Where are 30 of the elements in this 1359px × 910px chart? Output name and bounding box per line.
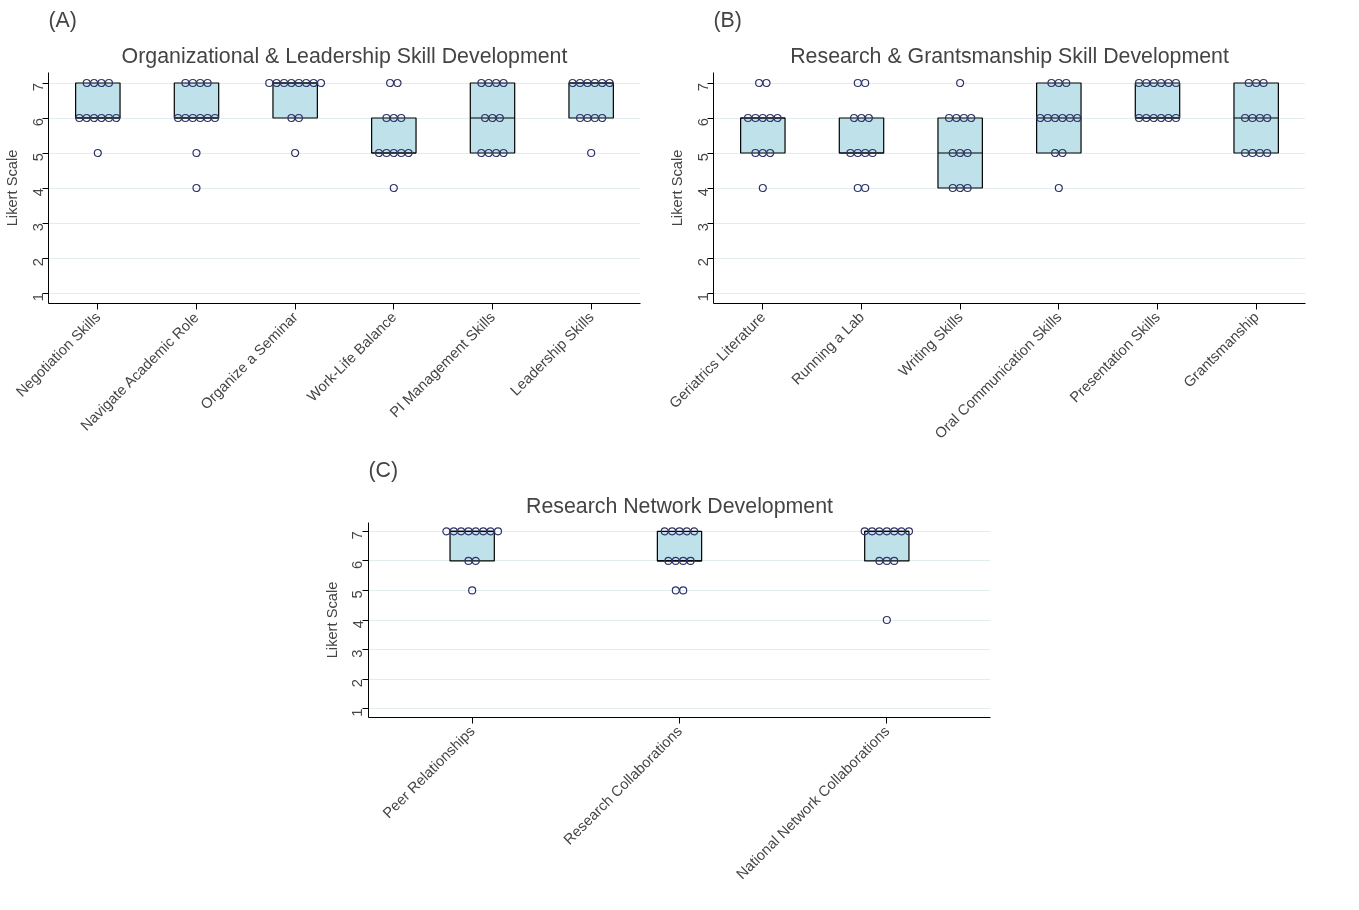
text: (A) [48, 7, 77, 32]
y-tick-label: 3 [349, 649, 366, 658]
y-tick-label: 1 [694, 292, 711, 302]
y-tick-label: 4 [349, 619, 366, 629]
y-axis-title: Likert Scale [668, 149, 685, 227]
y-tick-label: 6 [29, 117, 46, 127]
text: (B) [713, 7, 742, 32]
y-tick-label: 6 [694, 117, 711, 127]
text: (C) [368, 457, 399, 482]
y-tick-label: 5 [694, 152, 711, 162]
chart-title: Research Network Development [525, 493, 834, 518]
y-tick-label: 6 [349, 560, 366, 570]
y-tick-label: 5 [349, 590, 366, 599]
y-tick-label: 2 [349, 679, 366, 688]
y-tick-label: 1 [349, 708, 366, 717]
y-tick-label: 4 [29, 187, 46, 197]
y-tick-label: 7 [349, 531, 366, 540]
y-tick-label: 5 [29, 152, 46, 162]
y-tick-label: 4 [694, 187, 711, 197]
y-tick-label: 3 [694, 222, 711, 232]
y-tick-label: 2 [694, 257, 711, 267]
y-tick-label: 2 [29, 257, 46, 267]
y-tick-label: 7 [29, 82, 46, 92]
chart-title: Research & Grantsmanship Skill Development [790, 43, 1229, 68]
y-tick-label: 7 [694, 82, 711, 92]
y-tick-label: 3 [29, 222, 46, 232]
chart-title: Organizational & Leadership Skill Development [121, 43, 568, 68]
y-axis-title: Likert Scale [323, 581, 340, 659]
y-tick-label: 1 [29, 292, 46, 302]
y-axis-title: Likert Scale [3, 149, 20, 227]
